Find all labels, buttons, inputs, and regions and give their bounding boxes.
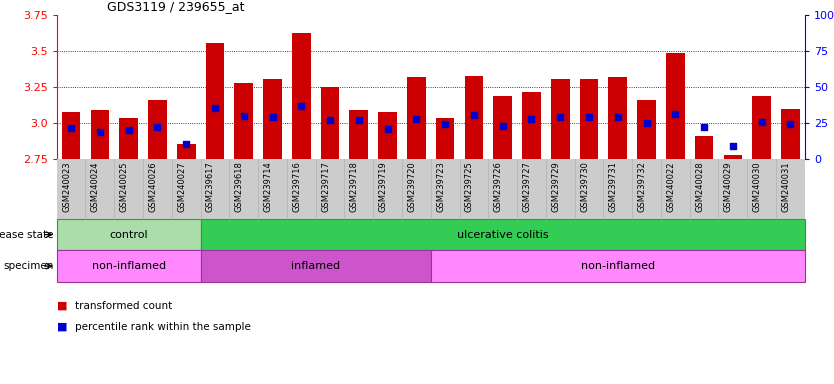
Text: GSM240026: GSM240026 [148, 161, 158, 212]
Point [525, 116, 538, 122]
Text: percentile rank within the sample: percentile rank within the sample [75, 322, 251, 332]
Text: GSM239727: GSM239727 [522, 161, 531, 212]
Point [554, 114, 567, 121]
Text: GSM239717: GSM239717 [321, 161, 330, 212]
Bar [119, 118, 138, 159]
Text: GDS3119 / 239655_at: GDS3119 / 239655_at [107, 0, 244, 13]
Point [496, 123, 510, 129]
Bar [580, 79, 598, 159]
Text: ■: ■ [57, 301, 68, 311]
Point [669, 111, 682, 118]
Text: disease state: disease state [0, 230, 53, 240]
Point [409, 116, 423, 122]
Point [381, 126, 394, 132]
Point [324, 118, 337, 124]
Bar [62, 112, 80, 159]
Bar [465, 76, 483, 159]
Text: GSM239720: GSM239720 [407, 161, 416, 212]
Text: GSM239725: GSM239725 [465, 161, 474, 212]
Bar [522, 92, 540, 159]
Text: GSM239618: GSM239618 [234, 161, 244, 212]
Text: GSM239729: GSM239729 [551, 161, 560, 212]
Point [640, 120, 653, 126]
Text: GSM239617: GSM239617 [206, 161, 215, 212]
Bar [234, 83, 253, 159]
Text: transformed count: transformed count [75, 301, 173, 311]
Bar [379, 112, 397, 159]
Bar [206, 43, 224, 159]
Bar [494, 96, 512, 159]
Bar [695, 136, 713, 159]
Point [726, 143, 740, 149]
Point [582, 114, 595, 121]
Bar [752, 96, 771, 159]
Point [784, 121, 797, 127]
Point [697, 124, 711, 131]
Point [611, 114, 625, 121]
Point [93, 129, 107, 136]
Text: GSM240024: GSM240024 [91, 161, 100, 212]
Bar [264, 79, 282, 159]
Point [208, 104, 222, 111]
Text: GSM240031: GSM240031 [781, 161, 791, 212]
Point [237, 113, 250, 119]
Point [266, 114, 279, 121]
Point [467, 112, 480, 118]
Text: control: control [109, 230, 148, 240]
Bar [349, 111, 368, 159]
Text: GSM240029: GSM240029 [724, 161, 733, 212]
Text: GSM240028: GSM240028 [695, 161, 704, 212]
Bar [724, 155, 742, 159]
Text: specimen: specimen [3, 261, 53, 271]
Point [122, 127, 135, 133]
Text: GSM240027: GSM240027 [177, 161, 186, 212]
Point [151, 123, 164, 129]
Text: GSM239723: GSM239723 [436, 161, 445, 212]
Text: ■: ■ [57, 322, 68, 332]
Bar [321, 88, 339, 159]
Bar [609, 77, 627, 159]
Text: non-inflamed: non-inflamed [92, 261, 166, 271]
Bar [148, 100, 167, 159]
Text: GSM239716: GSM239716 [292, 161, 301, 212]
Text: GSM239719: GSM239719 [379, 161, 388, 212]
Point [439, 121, 452, 127]
Point [755, 119, 768, 125]
Bar [637, 100, 656, 159]
Text: GSM239731: GSM239731 [609, 161, 618, 212]
Text: GSM240022: GSM240022 [666, 161, 676, 212]
Bar [292, 33, 310, 159]
Bar [407, 77, 425, 159]
Point [64, 125, 78, 131]
Text: ulcerative colitis: ulcerative colitis [457, 230, 549, 240]
Bar [177, 144, 195, 159]
Text: GSM240030: GSM240030 [752, 161, 761, 212]
Text: GSM239714: GSM239714 [264, 161, 273, 212]
Point [352, 117, 365, 123]
Text: GSM240023: GSM240023 [62, 161, 71, 212]
Bar [436, 118, 455, 159]
Text: inflamed: inflamed [291, 261, 340, 271]
Text: GSM239730: GSM239730 [580, 161, 589, 212]
Bar [91, 111, 109, 159]
Text: GSM239718: GSM239718 [349, 161, 359, 212]
Text: GSM240025: GSM240025 [119, 161, 128, 212]
Point [179, 141, 193, 147]
Text: GSM239732: GSM239732 [637, 161, 646, 212]
Point [294, 103, 308, 109]
Bar [781, 109, 800, 159]
Bar [666, 53, 685, 159]
Text: GSM239726: GSM239726 [494, 161, 503, 212]
Text: non-inflamed: non-inflamed [580, 261, 655, 271]
Bar [551, 79, 570, 159]
